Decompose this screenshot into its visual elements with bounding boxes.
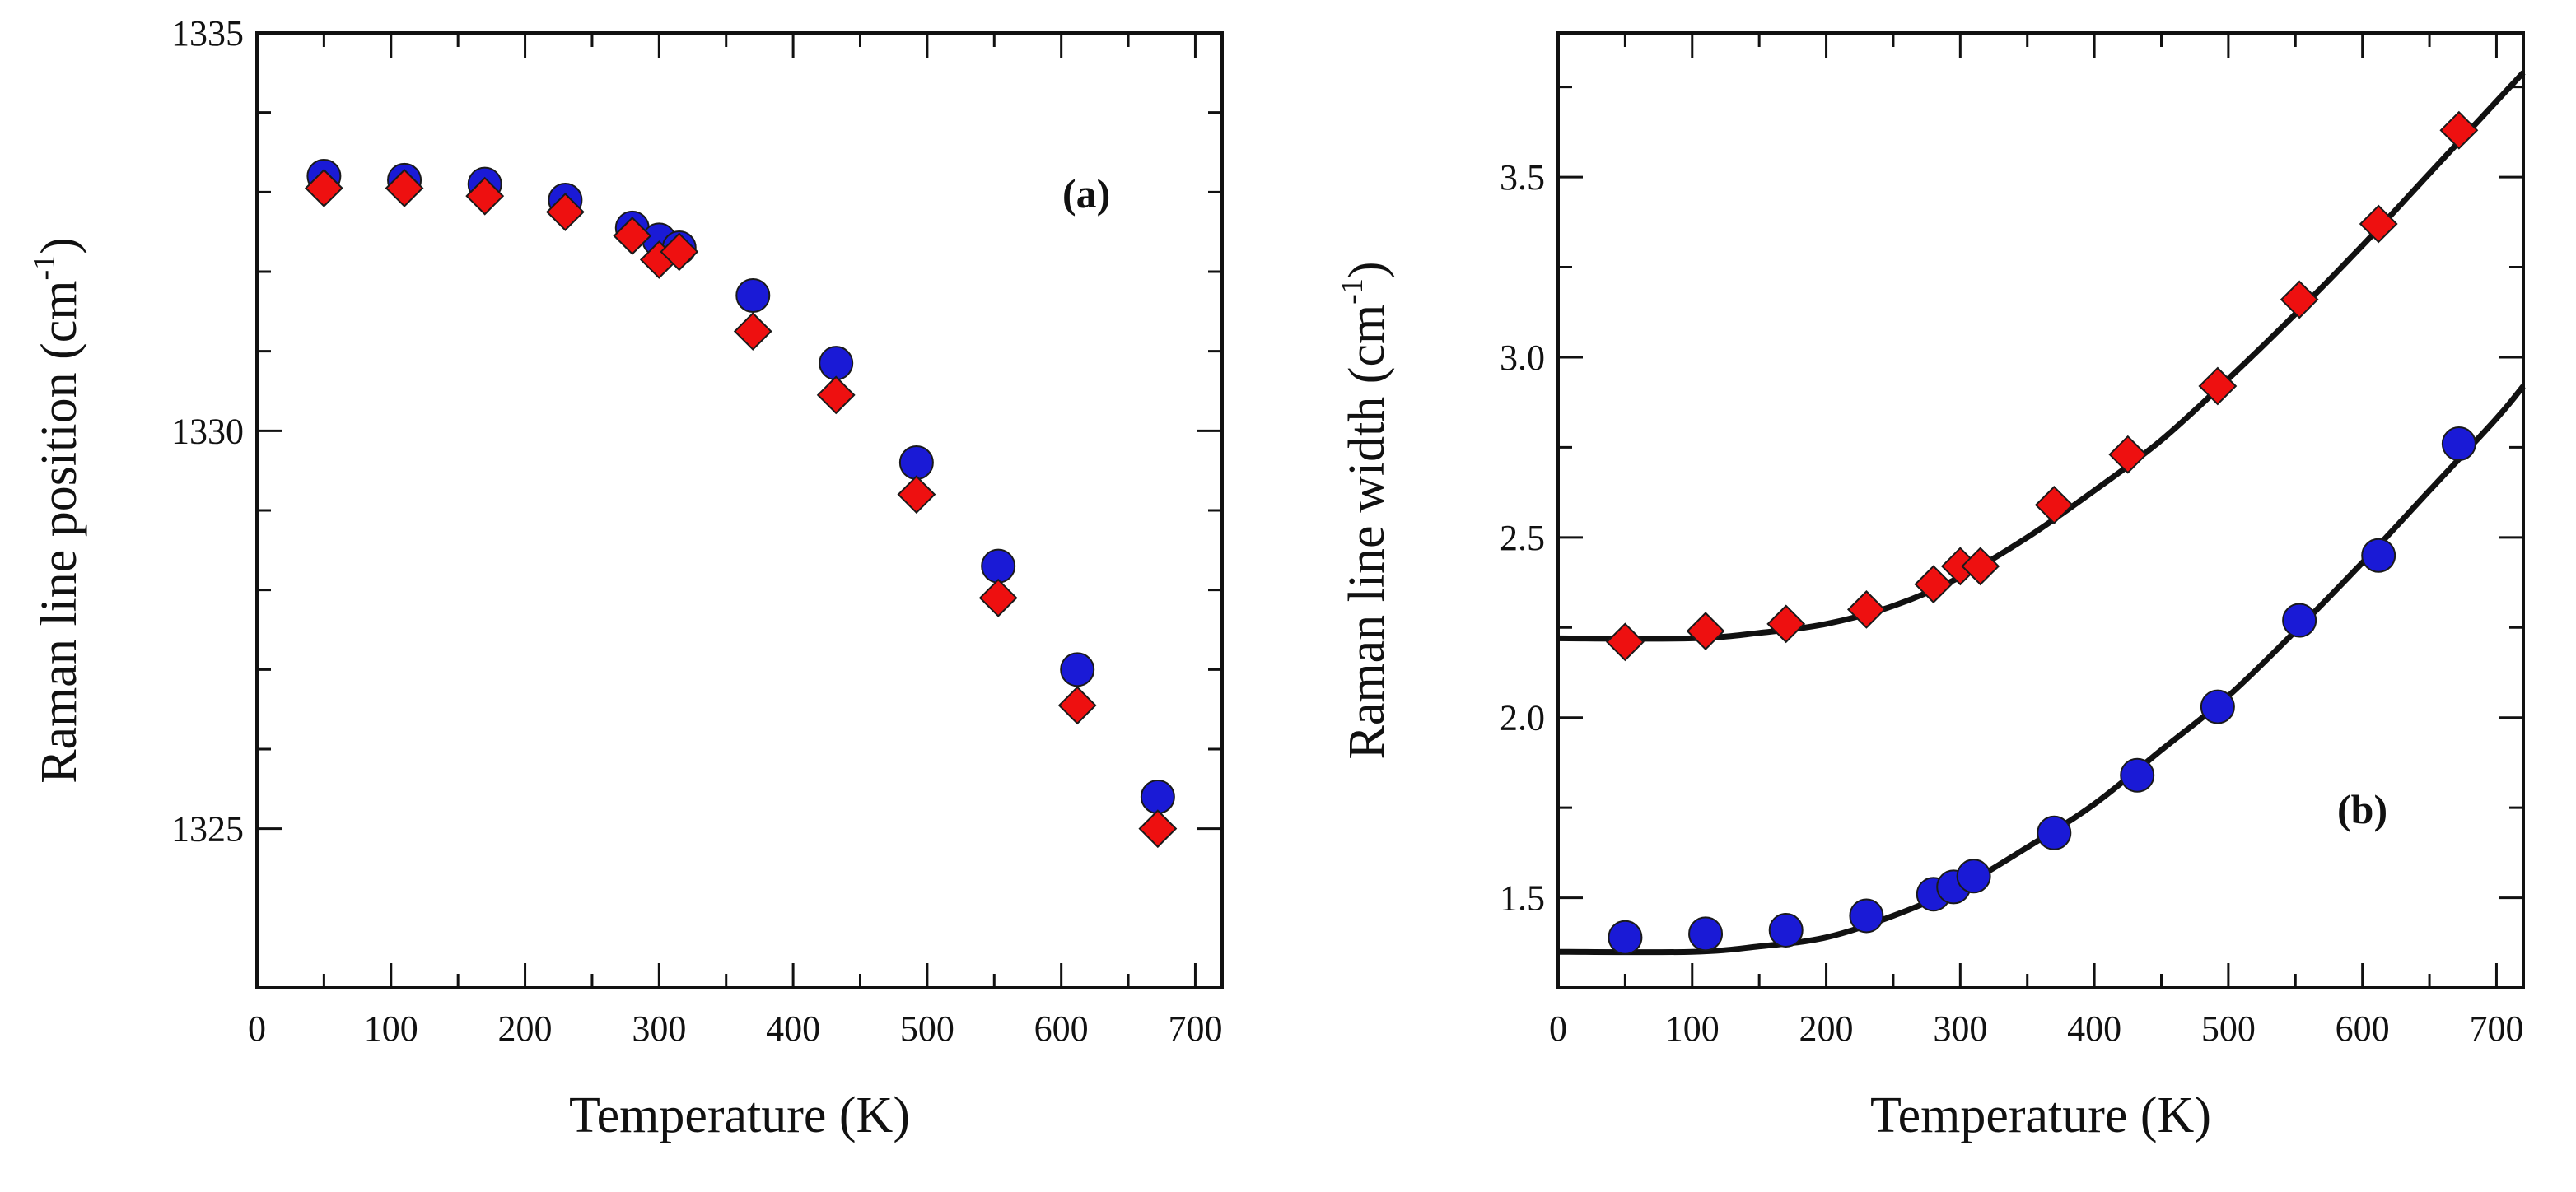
circle-point (819, 346, 854, 381)
fit-curve-2 (1557, 384, 2526, 956)
panel-b: 0 100 200 300 400 500 600 700 1.5 2.0 2.5 3.0 3.5 (b… (1335, 31, 2526, 1143)
circle-point (2441, 426, 2476, 462)
circle-point (1060, 652, 1095, 687)
diamond-point (733, 312, 772, 351)
diamond-point (897, 475, 936, 515)
y-tick-label-1335: 1335 (171, 13, 244, 54)
circle-point (2037, 815, 2072, 850)
diamond-point (2359, 204, 2398, 244)
diamond-point (2034, 486, 2074, 524)
x-tick-label-500: 500 (2201, 1008, 2256, 1049)
panel-b-y-axis-title-exponent: -1 (1335, 278, 1370, 305)
circle-point (1768, 912, 1804, 948)
fit-curve-1 (1557, 70, 2526, 642)
circle-point (1956, 859, 1991, 894)
circle-point (1140, 780, 1175, 814)
diamond-point (2108, 435, 2148, 474)
y-tick-label-3: 3.0 (1500, 338, 1545, 378)
x-tick-label-700: 700 (1168, 1008, 1222, 1049)
diamond-point (1686, 612, 1725, 651)
circle-point (898, 445, 934, 480)
x-tick-label-600: 600 (2336, 1008, 2390, 1049)
panel-b-markers (1605, 110, 2479, 955)
circle-point (2282, 603, 2317, 638)
panel-a-y-axis-title-exponent: -1 (27, 254, 62, 281)
circle-point (2120, 757, 2155, 793)
x-tick-label-100: 100 (364, 1008, 418, 1049)
panel-a: 0 100 200 300 400 500 600 700 1325 1330 1335 (a) T… (27, 13, 1224, 1143)
diamond-point (1766, 604, 1806, 644)
circle-point (2200, 689, 2235, 724)
circle-point (1608, 920, 1643, 955)
diamond-point (465, 176, 505, 216)
y-tick-label-1330: 1330 (171, 411, 244, 451)
panel-a-ticks (255, 31, 1222, 988)
y-tick-label-3.5: 3.5 (1500, 157, 1545, 198)
y-tick-label-2.5: 2.5 (1500, 518, 1545, 558)
x-tick-label-400: 400 (766, 1008, 820, 1049)
diamond-point (304, 169, 343, 207)
diamond-point (1961, 547, 2000, 586)
panel-b-fit-curves (1557, 70, 2526, 956)
panel-a-markers (304, 159, 1178, 849)
panel-a-y-axis-title-main: Raman line position (cm (31, 281, 87, 784)
x-tick-label-0: 0 (248, 1008, 266, 1049)
y-tick-label-1.5: 1.5 (1500, 878, 1545, 919)
x-tick-label-600: 600 (1034, 1008, 1089, 1049)
panel-b-label: (b) (2337, 786, 2387, 832)
diamond-point (1138, 809, 1178, 849)
diamond-point (2439, 110, 2479, 150)
diamond-point (545, 193, 585, 231)
diamond-point (660, 232, 699, 272)
x-tick-label-300: 300 (632, 1008, 686, 1049)
diamond-point (816, 375, 856, 415)
panel-b-y-axis-title-main: Raman line width (cm (1339, 305, 1395, 760)
panel-b-y-axis-title-close: ) (1339, 261, 1395, 278)
panel-b-frame (1556, 31, 2525, 989)
panel-a-y-axis-title-close: ) (31, 237, 87, 254)
diamond-point (1605, 622, 1645, 662)
panel-a-tick-labels: 0 100 200 300 400 500 600 700 1325 1330 1335 (171, 13, 1222, 1049)
x-tick-label-100: 100 (1665, 1008, 1720, 1049)
x-tick-label-200: 200 (1799, 1008, 1854, 1049)
x-tick-label-300: 300 (1933, 1008, 1987, 1049)
circle-point (1688, 916, 1724, 952)
diamond-point (978, 578, 1018, 617)
diamond-point (1914, 565, 1953, 604)
diamond-point (613, 217, 652, 255)
diamond-point (1057, 686, 1097, 725)
circle-point (1849, 898, 1884, 934)
y-tick-label-2: 2.0 (1500, 698, 1545, 738)
panel-b-tick-labels: 0 100 200 300 400 500 600 700 1.5 2.0 2.5 3.0 3.5 (1500, 157, 2523, 1049)
x-tick-label-400: 400 (2067, 1008, 2121, 1049)
circle-point (981, 548, 1016, 584)
diamond-point (2280, 280, 2319, 319)
x-tick-label-200: 200 (498, 1008, 553, 1049)
x-tick-label-0: 0 (1549, 1008, 1567, 1049)
panel-a-x-axis-title: Temperature (K) (569, 1087, 910, 1143)
panel-a-label: (a) (1062, 170, 1110, 217)
x-tick-label-700: 700 (2469, 1008, 2523, 1049)
panel-b-x-axis-title: Temperature (K) (1870, 1087, 2211, 1143)
panel-b-y-axis-title: Raman line width (cm-1) (1335, 261, 1395, 759)
diamond-point (385, 169, 424, 207)
diamond-point (1846, 589, 1886, 629)
y-tick-label-1325: 1325 (171, 809, 244, 850)
circle-point (735, 278, 771, 313)
circle-point (2361, 538, 2396, 573)
x-tick-label-500: 500 (900, 1008, 954, 1049)
diamond-point (2198, 366, 2238, 406)
panel-a-y-axis-title: Raman line position (cm-1) (27, 237, 87, 784)
